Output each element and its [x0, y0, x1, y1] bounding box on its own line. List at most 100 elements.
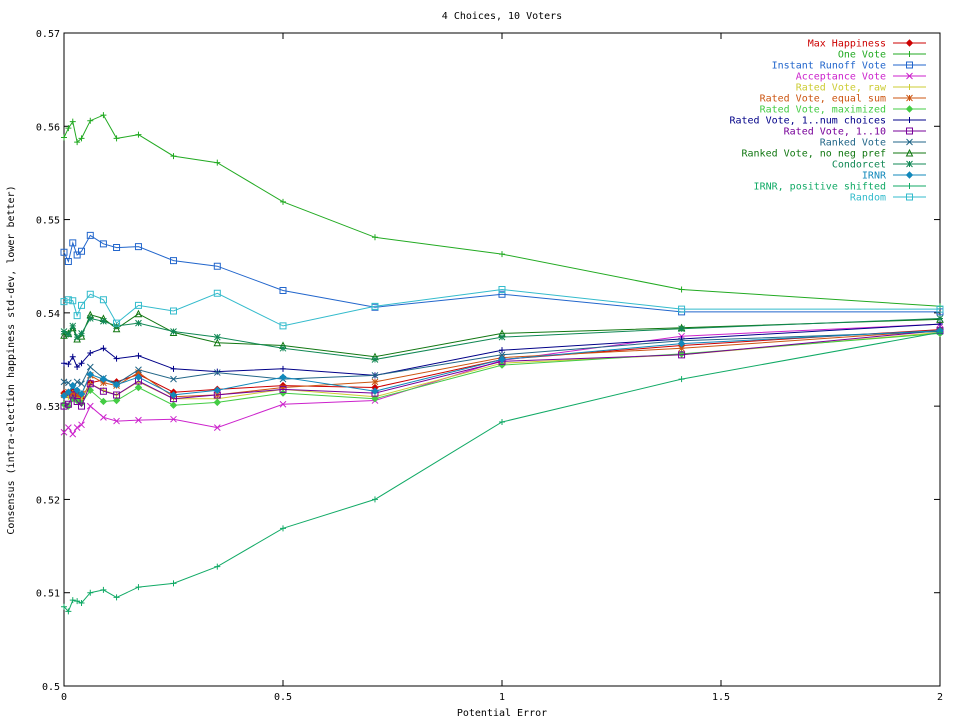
data-point-marker: [86, 402, 94, 410]
data-point-marker: [78, 135, 85, 142]
data-point-marker: [86, 370, 94, 379]
series-line: [63, 313, 941, 358]
legend-entry: Random: [850, 193, 926, 204]
data-point-marker: [498, 333, 506, 341]
data-point-marker: [905, 105, 914, 113]
data-point-marker: [113, 355, 120, 362]
data-point-marker: [214, 368, 221, 375]
legend-entry: Ranked Vote: [820, 138, 926, 149]
data-point-marker: [279, 384, 287, 391]
data-point-marker: [69, 297, 77, 305]
data-point-marker: [74, 139, 81, 146]
data-point-marker: [906, 94, 913, 102]
data-point-marker: [936, 315, 944, 322]
data-point-marker: [170, 580, 177, 587]
data-point-marker: [906, 51, 913, 57]
data-point-marker: [678, 286, 685, 293]
data-point-marker: [135, 369, 142, 376]
data-point-marker: [213, 398, 222, 407]
data-point-marker: [498, 355, 506, 364]
data-point-marker: [279, 322, 287, 330]
data-point-marker: [905, 39, 914, 47]
data-point-marker: [100, 413, 107, 421]
series-12: [60, 326, 944, 400]
data-point-marker: [169, 401, 178, 409]
data-point-marker: [77, 390, 86, 398]
data-point-marker: [214, 159, 221, 166]
legend-entry: Instant Runoff Vote: [772, 61, 926, 72]
y-tick-label: 0.57: [36, 29, 60, 40]
data-point-marker: [906, 138, 913, 146]
data-point-marker: [99, 296, 107, 304]
data-point-marker: [69, 430, 77, 438]
data-point-marker: [906, 183, 913, 189]
data-point-marker: [499, 419, 505, 426]
data-point-marker: [69, 597, 76, 604]
data-point-marker: [280, 198, 286, 205]
data-point-marker: [64, 388, 73, 396]
data-point-marker: [60, 392, 68, 400]
data-point-marker: [64, 296, 72, 304]
legend-entry: IRNR: [862, 171, 926, 182]
data-point-marker: [280, 365, 286, 372]
legend-entry: Rated Vote, raw: [796, 83, 926, 94]
data-point-marker: [213, 369, 221, 376]
data-point-marker: [371, 496, 378, 503]
series-line: [63, 330, 941, 398]
legend-label: Max Happiness: [808, 39, 886, 50]
data-point-marker: [213, 338, 222, 347]
data-point-marker: [170, 257, 177, 265]
series-line: [63, 323, 941, 376]
data-point-marker: [371, 394, 379, 403]
data-point-marker: [99, 387, 107, 395]
data-point-marker: [78, 247, 86, 255]
data-point-marker: [906, 160, 913, 168]
data-point-marker: [213, 333, 221, 341]
x-axis-label: Potential Error: [457, 708, 547, 719]
legend-label: One Vote: [838, 50, 886, 61]
data-point-marker: [170, 365, 177, 372]
data-point-marker: [78, 402, 86, 410]
data-point-marker: [69, 391, 77, 399]
data-point-marker: [73, 386, 81, 394]
legend-entry: Rated Vote, 1..num choices: [729, 116, 926, 127]
data-point-marker: [170, 153, 177, 160]
data-point-marker: [86, 315, 94, 322]
data-point-marker: [936, 308, 944, 316]
data-point-marker: [906, 127, 913, 135]
data-point-marker: [69, 381, 77, 390]
legend-label: Rated Vote, raw: [796, 83, 887, 94]
data-point-marker: [73, 397, 81, 405]
data-point-marker: [113, 319, 121, 327]
legend-entry: Rated Vote, 1..10: [784, 127, 926, 138]
legend-entry: Rated Vote, equal sum: [760, 94, 926, 105]
data-point-marker: [65, 330, 72, 338]
series-line: [63, 234, 940, 313]
data-point-marker: [61, 360, 67, 367]
legend-entry: Ranked Vote, no neg pref: [742, 149, 926, 160]
data-point-marker: [371, 302, 379, 310]
data-point-marker: [134, 373, 143, 381]
plot-area: 0.50.510.520.530.540.550.560.570 0.5 1 1.5 2: [36, 29, 944, 703]
legend-entry: Condorcet: [832, 160, 926, 171]
data-point-marker: [65, 608, 72, 615]
data-point-marker: [60, 328, 68, 335]
data-point-marker: [112, 380, 121, 389]
data-point-marker: [100, 345, 107, 352]
data-point-marker: [135, 416, 142, 424]
data-point-marker: [678, 325, 685, 333]
data-point-marker: [78, 380, 85, 388]
data-point-marker: [499, 347, 505, 354]
data-point-marker: [86, 290, 94, 298]
y-tick-label: 0.55: [36, 216, 60, 227]
y-tick-label: 0.51: [36, 589, 60, 600]
data-point-marker: [64, 258, 72, 266]
legend-entry: One Vote: [838, 50, 926, 61]
data-point-marker: [213, 262, 221, 270]
data-point-marker: [213, 386, 222, 394]
x-tick-label: 0.5: [274, 692, 292, 703]
data-point-marker: [170, 307, 177, 315]
data-point-marker: [135, 584, 142, 591]
